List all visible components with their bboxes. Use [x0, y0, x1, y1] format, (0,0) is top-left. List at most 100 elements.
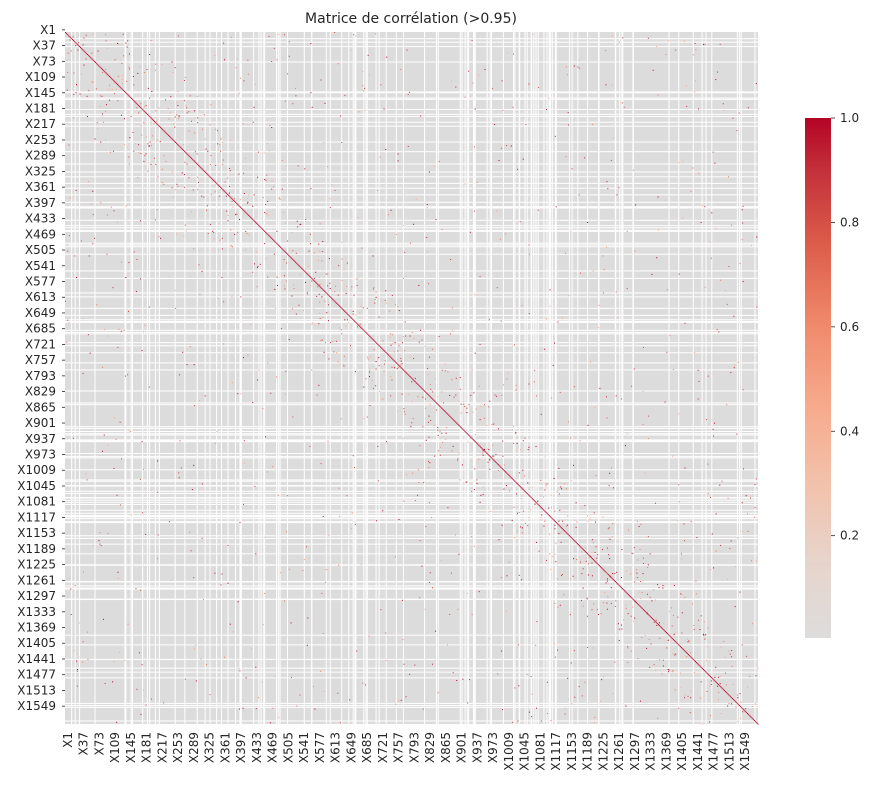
- heatmap-cell: [627, 661, 629, 663]
- heatmap-cell: [224, 191, 226, 193]
- heatmap-cell: [477, 443, 479, 445]
- heatmap-cell: [315, 271, 317, 273]
- heatmap-cell: [212, 230, 214, 232]
- heatmap-cell: [190, 156, 192, 158]
- heatmap-cell: [571, 537, 573, 539]
- heatmap-cell: [489, 638, 491, 640]
- heatmap-cell: [148, 306, 150, 308]
- heatmap-cell: [264, 243, 266, 245]
- heatmap-cell: [404, 370, 406, 372]
- heatmap-cell: [120, 504, 122, 506]
- heatmap-cell: [186, 153, 188, 155]
- heatmap-cell: [157, 176, 159, 178]
- heatmap-cell: [375, 291, 377, 293]
- heatmap-cell: [300, 223, 302, 225]
- heatmap-cell: [462, 428, 464, 430]
- heatmap-cell: [448, 414, 450, 416]
- heatmap-cell: [94, 61, 96, 63]
- colorbar-ticks: 0.20.40.60.81.0: [831, 111, 859, 543]
- heatmap-cell: [305, 546, 307, 548]
- x-tick-label: X1297: [628, 732, 642, 771]
- heatmap-cell: [354, 523, 356, 525]
- heatmap-cell: [684, 650, 686, 652]
- heatmap-cell: [567, 677, 569, 679]
- heatmap-cell: [653, 619, 655, 621]
- heatmap-cell: [141, 441, 143, 443]
- heatmap-cell: [627, 593, 629, 595]
- heatmap-cell: [394, 342, 396, 344]
- heatmap-cell: [277, 494, 279, 496]
- heatmap-cell: [719, 675, 721, 677]
- heatmap-cell: [626, 433, 628, 435]
- heatmap-cell: [330, 296, 332, 298]
- heatmap-cell: [67, 34, 69, 36]
- heatmap-cell: [188, 130, 190, 132]
- heatmap-cell: [614, 581, 616, 583]
- heatmap-cell: [533, 500, 535, 502]
- heatmap-cell: [688, 640, 690, 642]
- heatmap-cell: [736, 702, 738, 704]
- heatmap-cell: [613, 580, 615, 582]
- heatmap-cell: [482, 449, 484, 451]
- heatmap-cell: [157, 460, 159, 462]
- heatmap-cell: [119, 421, 121, 423]
- heatmap-cell: [400, 360, 402, 362]
- heatmap-cell: [643, 609, 645, 611]
- heatmap-cell: [76, 670, 78, 672]
- heatmap-cell: [546, 318, 548, 320]
- heatmap-cell: [97, 64, 99, 66]
- heatmap-cell: [228, 195, 230, 197]
- heatmap-cell: [141, 134, 143, 136]
- heatmap-cell: [670, 607, 672, 609]
- heatmap-cell: [698, 619, 700, 621]
- heatmap-cell: [487, 453, 489, 455]
- heatmap-cell: [257, 266, 259, 268]
- heatmap-cell: [189, 531, 191, 533]
- heatmap-cell: [221, 573, 223, 575]
- heatmap-cell: [606, 578, 608, 580]
- heatmap-cell: [91, 58, 93, 60]
- gap-column: [366, 32, 368, 724]
- heatmap-cell: [371, 379, 373, 381]
- heatmap-cell: [260, 227, 262, 229]
- heatmap-cell: [201, 270, 203, 272]
- heatmap-cell: [88, 255, 90, 257]
- heatmap-cell: [497, 464, 499, 466]
- heatmap-cell: [303, 559, 305, 561]
- gap-row: [65, 490, 758, 492]
- heatmap-cell: [117, 100, 119, 102]
- heatmap-cell: [153, 157, 155, 159]
- heatmap-cell: [108, 89, 110, 91]
- heatmap-cell: [123, 329, 125, 331]
- gap-row: [65, 644, 758, 646]
- heatmap-cell: [163, 183, 165, 185]
- gap-column: [754, 32, 756, 724]
- heatmap-cell: [515, 384, 517, 386]
- heatmap-cell: [582, 605, 584, 607]
- gap-row: [65, 314, 758, 316]
- gap-column: [489, 32, 491, 724]
- heatmap-cell: [271, 127, 273, 129]
- gap-row: [65, 219, 758, 221]
- heatmap-cell: [745, 495, 747, 497]
- heatmap-cell: [587, 563, 589, 565]
- heatmap-cell: [699, 665, 701, 667]
- heatmap-cell: [82, 372, 84, 374]
- heatmap-cell: [322, 317, 324, 319]
- heatmap-cell: [697, 663, 699, 665]
- heatmap-cell: [245, 230, 247, 232]
- heatmap-cell: [549, 515, 551, 517]
- heatmap-cell: [637, 658, 639, 660]
- heatmap-cell: [720, 713, 722, 715]
- heatmap-cell: [351, 49, 353, 51]
- heatmap-cell: [726, 404, 728, 406]
- heatmap-cell: [488, 406, 490, 408]
- heatmap-cell: [248, 215, 250, 217]
- heatmap-cell: [656, 46, 658, 48]
- heatmap-cell: [666, 632, 668, 634]
- heatmap-cell: [595, 475, 597, 477]
- heatmap-cell: [483, 404, 485, 406]
- heatmap-cell: [396, 368, 398, 370]
- heatmap-cell: [482, 486, 484, 488]
- heatmap-cell: [595, 546, 597, 548]
